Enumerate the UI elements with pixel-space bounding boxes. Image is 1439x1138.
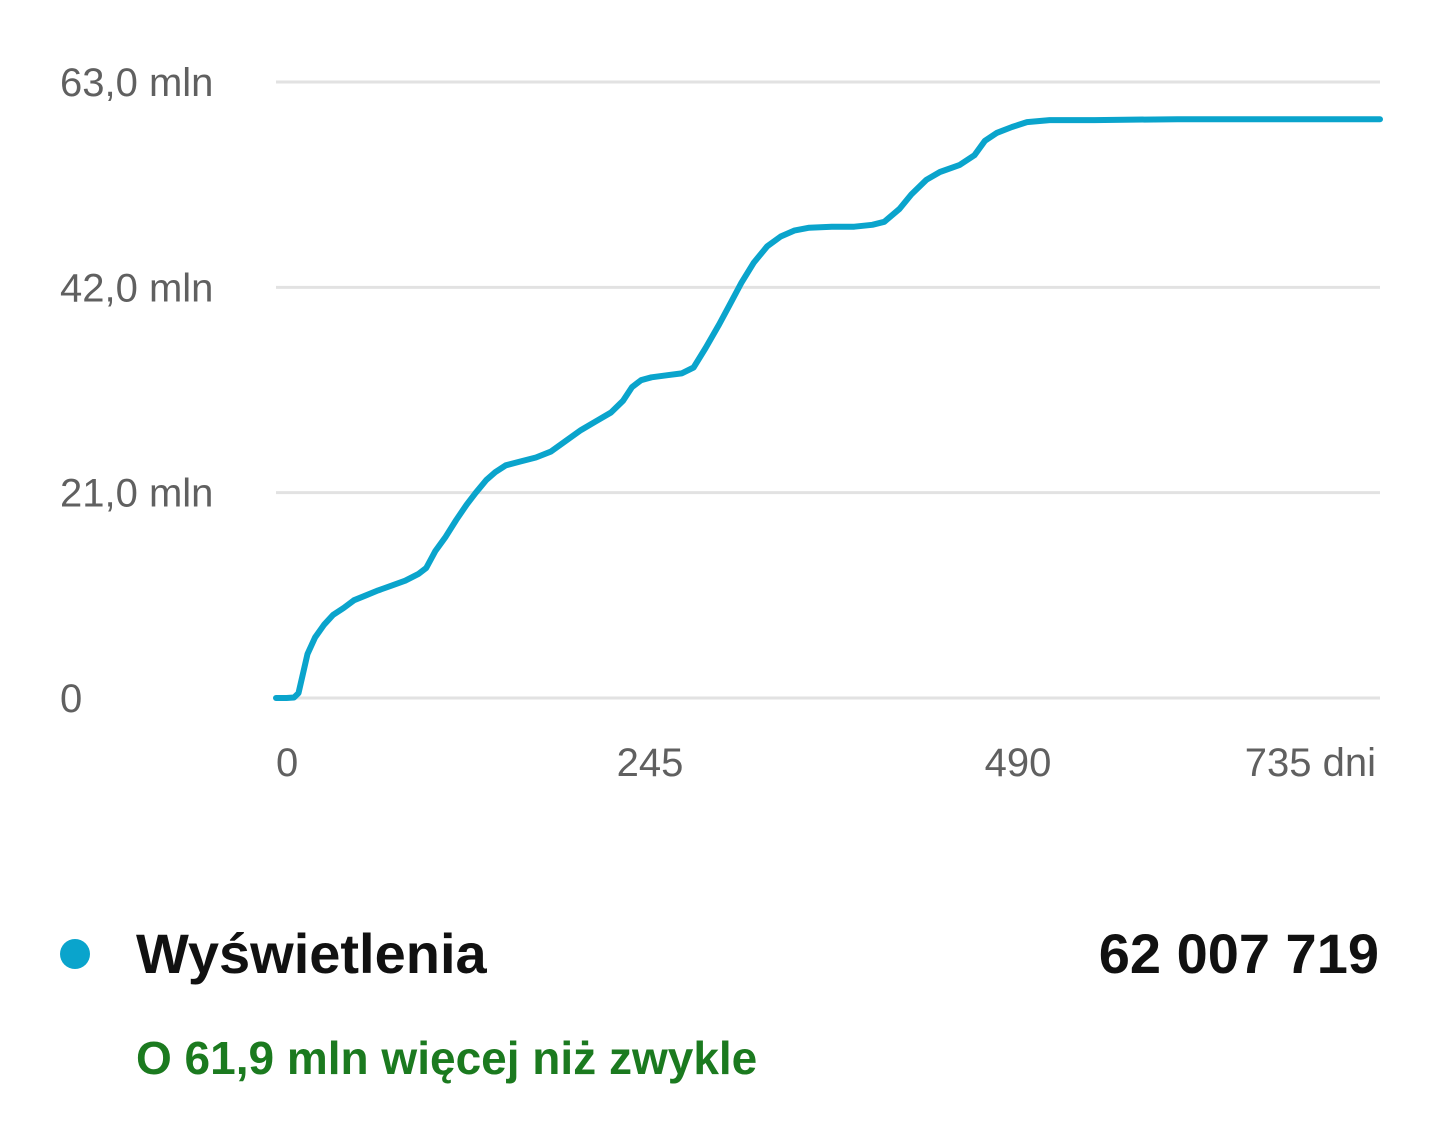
views-chart: 0 21,0 mln 42,0 mln 63,0 mln 0 245 490 735 dni bbox=[60, 61, 1383, 785]
legend-comparison-note: O 61,9 mln więcej niż zwykle bbox=[136, 1032, 758, 1084]
legend: Wyświetlenia 62 007 719 O 61,9 mln więce… bbox=[0, 900, 1439, 1100]
y-axis-labels: 0 21,0 mln 42,0 mln 63,0 mln bbox=[60, 61, 213, 721]
legend-total-value: 62 007 719 bbox=[1098, 922, 1379, 985]
x-tick-label: 735 dni bbox=[1245, 741, 1376, 785]
y-tick-label: 63,0 mln bbox=[60, 61, 213, 105]
y-tick-label: 0 bbox=[60, 677, 82, 721]
y-tick-label: 21,0 mln bbox=[60, 472, 213, 516]
x-tick-label: 490 bbox=[985, 741, 1052, 785]
y-tick-label: 42,0 mln bbox=[60, 266, 213, 310]
x-axis-labels: 0 245 490 735 dni bbox=[276, 741, 1376, 785]
x-tick-label: 245 bbox=[617, 741, 684, 785]
chart-series bbox=[273, 116, 1383, 701]
series-dot-icon bbox=[60, 939, 90, 969]
chart-gridlines bbox=[276, 80, 1380, 700]
legend-series-name: Wyświetlenia bbox=[136, 922, 487, 985]
series-line-0 bbox=[273, 116, 1383, 701]
x-tick-label: 0 bbox=[276, 741, 298, 785]
